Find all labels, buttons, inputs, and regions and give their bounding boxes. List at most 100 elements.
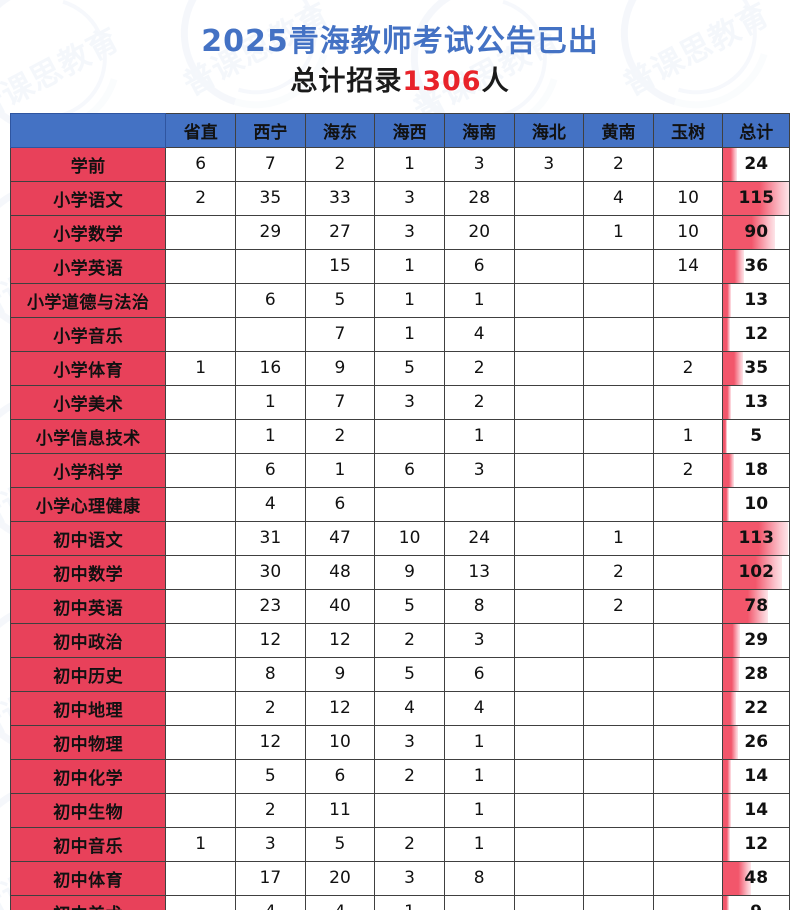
- row-label-6: 小学体育: [9, 350, 167, 386]
- column-header-5: 海南: [443, 112, 515, 148]
- cell-r14-c1: 12: [235, 622, 306, 658]
- cell-r14-c4: 3: [443, 622, 515, 658]
- total-value: 13: [744, 392, 769, 413]
- cell-r3-c5: [513, 248, 585, 284]
- total-value: 29: [744, 630, 769, 651]
- cell-r18-c4: 1: [443, 758, 515, 794]
- cell-r14-c5: [513, 622, 585, 658]
- cell-r19-c1: 2: [235, 792, 306, 828]
- row-label-16: 初中地理: [9, 690, 167, 726]
- cell-r15-c3: 5: [374, 656, 445, 692]
- total-databar: [723, 454, 734, 487]
- cell-r2-c0: [165, 214, 237, 250]
- cell-r19-c6: [583, 792, 654, 828]
- cell-r13-c4: 8: [443, 588, 515, 624]
- cell-r2-c1: 29: [235, 214, 306, 250]
- recruitment-table-wrap: 省直 西宁 海东 海西 海南 海北 黄南 玉树 总计 学前 6 7 2 1 3 3 2 24 小学语文 2 35 33 3…: [9, 112, 790, 910]
- cell-r15-c2: 9: [304, 656, 376, 692]
- total-cell-3: 36: [722, 248, 790, 284]
- total-cell-0: 24: [722, 146, 790, 182]
- cell-r4-c4: 1: [443, 282, 515, 318]
- cell-r3-c2: 15: [304, 248, 376, 284]
- cell-r9-c6: [583, 452, 654, 488]
- cell-r3-c6: [583, 248, 654, 284]
- total-value: 13: [744, 290, 769, 311]
- cell-r8-c0: [165, 418, 237, 454]
- row-label-0: 学前: [9, 146, 167, 182]
- row-label-10: 小学心理健康: [9, 486, 167, 522]
- cell-r17-c4: 1: [443, 724, 515, 760]
- cell-r9-c1: 6: [235, 452, 306, 488]
- row-label-13: 初中英语: [9, 588, 167, 624]
- cell-r0-c3: 1: [374, 146, 445, 182]
- cell-r7-c2: 7: [304, 384, 376, 420]
- cell-r6-c0: 1: [165, 350, 237, 386]
- cell-r1-c5: [513, 180, 585, 216]
- subtitle-prefix: 总计招录: [290, 65, 403, 97]
- total-value: 9: [724, 896, 789, 910]
- cell-r11-c6: 1: [583, 520, 654, 556]
- row-label-4: 小学道德与法治: [9, 282, 167, 318]
- cell-r9-c5: [513, 452, 585, 488]
- total-databar: [723, 692, 736, 725]
- cell-r8-c6: [583, 418, 654, 454]
- total-cell-19: 14: [722, 792, 790, 828]
- row-label-15: 初中历史: [9, 656, 167, 692]
- table-row: 小学科学 6 1 6 3 2 18: [9, 452, 790, 488]
- cell-r3-c4: 6: [443, 248, 515, 284]
- table-row: 小学语文 2 35 33 3 28 4 10 115: [9, 180, 790, 216]
- cell-r19-c4: 1: [443, 792, 515, 828]
- total-databar: [723, 318, 730, 351]
- total-value: 102: [738, 562, 774, 583]
- total-value: 12: [744, 324, 769, 345]
- total-databar: [723, 148, 738, 181]
- cell-r15-c6: [583, 656, 654, 692]
- total-databar: [723, 726, 739, 759]
- cell-r10-c0: [165, 486, 237, 522]
- cell-r0-c5: 3: [513, 146, 585, 182]
- cell-r1-c6: 4: [583, 180, 654, 216]
- cell-r12-c0: [165, 554, 237, 590]
- table-row: 小学音乐 7 1 4 12: [9, 316, 790, 352]
- table-row: 初中政治 12 12 2 3 29: [9, 622, 790, 658]
- table-row: 小学美术 1 7 3 2 13: [9, 384, 790, 420]
- cell-r18-c2: 6: [304, 758, 376, 794]
- cell-r1-c4: 28: [443, 180, 515, 216]
- cell-r1-c0: 2: [165, 180, 237, 216]
- row-label-7: 小学美术: [9, 384, 167, 420]
- column-header-1: 省直: [165, 112, 237, 148]
- column-header-7: 黄南: [583, 112, 654, 148]
- total-databar: [723, 862, 751, 895]
- cell-r9-c2: 1: [304, 452, 376, 488]
- cell-r19-c0: [165, 792, 237, 828]
- cell-r6-c6: [583, 350, 654, 386]
- total-value: 28: [744, 664, 769, 685]
- total-cell-17: 26: [722, 724, 790, 760]
- cell-r0-c6: 2: [583, 146, 654, 182]
- table-row: 小学信息技术 1 2 1 1 5: [9, 418, 790, 454]
- cell-r15-c1: 8: [235, 656, 306, 692]
- cell-r14-c0: [165, 622, 237, 658]
- cell-r15-c4: 6: [443, 656, 515, 692]
- cell-r13-c6: 2: [583, 588, 654, 624]
- row-label-11: 初中语文: [9, 520, 167, 556]
- table-row: 初中历史 8 9 5 6 28: [9, 656, 790, 692]
- total-databar: [723, 828, 730, 861]
- cell-r17-c1: 12: [235, 724, 306, 760]
- cell-r11-c3: 10: [374, 520, 445, 556]
- cell-r13-c7: [652, 588, 724, 624]
- cell-r0-c7: [652, 146, 724, 182]
- table-row: 小学体育 1 16 9 5 2 2 35: [9, 350, 790, 386]
- cell-r15-c5: [513, 656, 585, 692]
- table-row: 初中英语 23 40 5 8 2 78: [9, 588, 790, 624]
- total-value: 35: [744, 358, 769, 379]
- cell-r20-c5: [513, 826, 585, 862]
- cell-r11-c2: 47: [304, 520, 376, 556]
- cell-r20-c3: 2: [374, 826, 445, 862]
- total-cell-13: 78: [722, 588, 790, 624]
- total-cell-10: 10: [722, 486, 790, 522]
- title-block: 2025青海教师考试公告已出 总计招录1306人: [0, 0, 800, 99]
- cell-r5-c7: [652, 316, 724, 352]
- total-cell-11: 113: [722, 520, 790, 556]
- total-value: 90: [744, 222, 769, 243]
